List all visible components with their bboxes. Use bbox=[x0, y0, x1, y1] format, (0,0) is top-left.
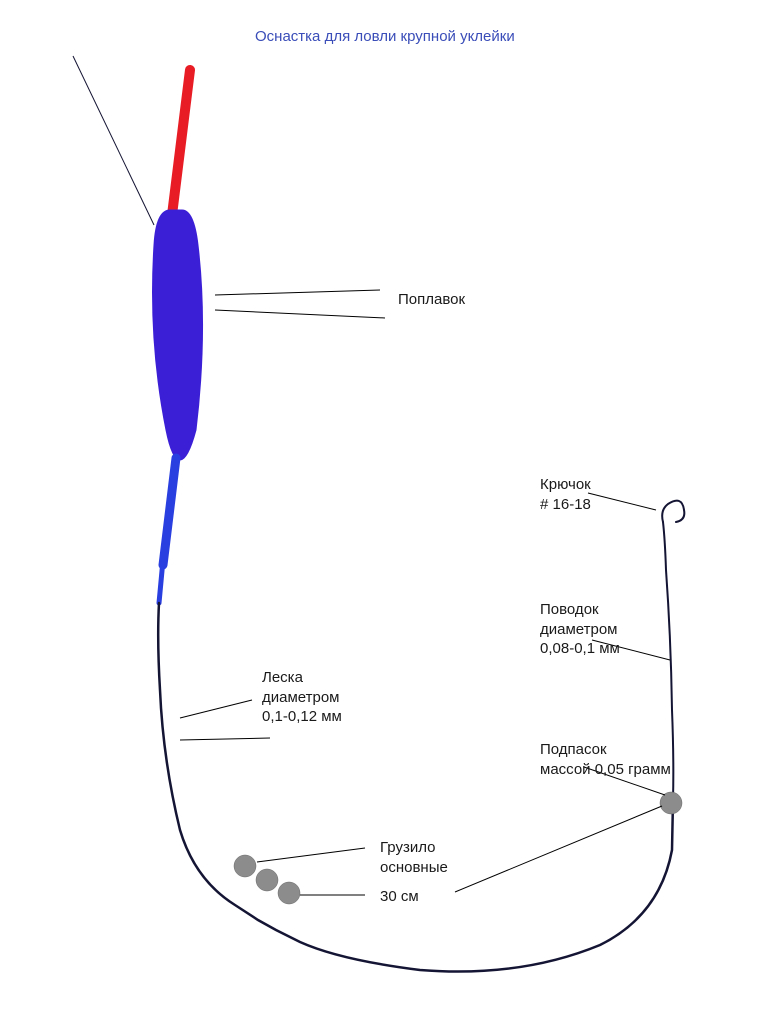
diagram-svg bbox=[0, 0, 768, 1032]
label-leader: Поводок диаметром 0,08-0,1 мм bbox=[540, 600, 620, 659]
diagram-canvas: Оснастка для ловли крупной уклейки Попла… bbox=[0, 0, 768, 1032]
label-float: Поплавок bbox=[398, 290, 465, 310]
label-main-sinkers: Грузило основные bbox=[380, 838, 448, 877]
label-micro-sinker: Подпасок массой 0,05 грамм bbox=[540, 740, 671, 779]
label-distance: 30 см bbox=[380, 887, 419, 907]
label-line: Леска диаметром 0,1-0,12 мм bbox=[262, 668, 342, 727]
label-hook: Крючок # 16-18 bbox=[540, 475, 591, 514]
